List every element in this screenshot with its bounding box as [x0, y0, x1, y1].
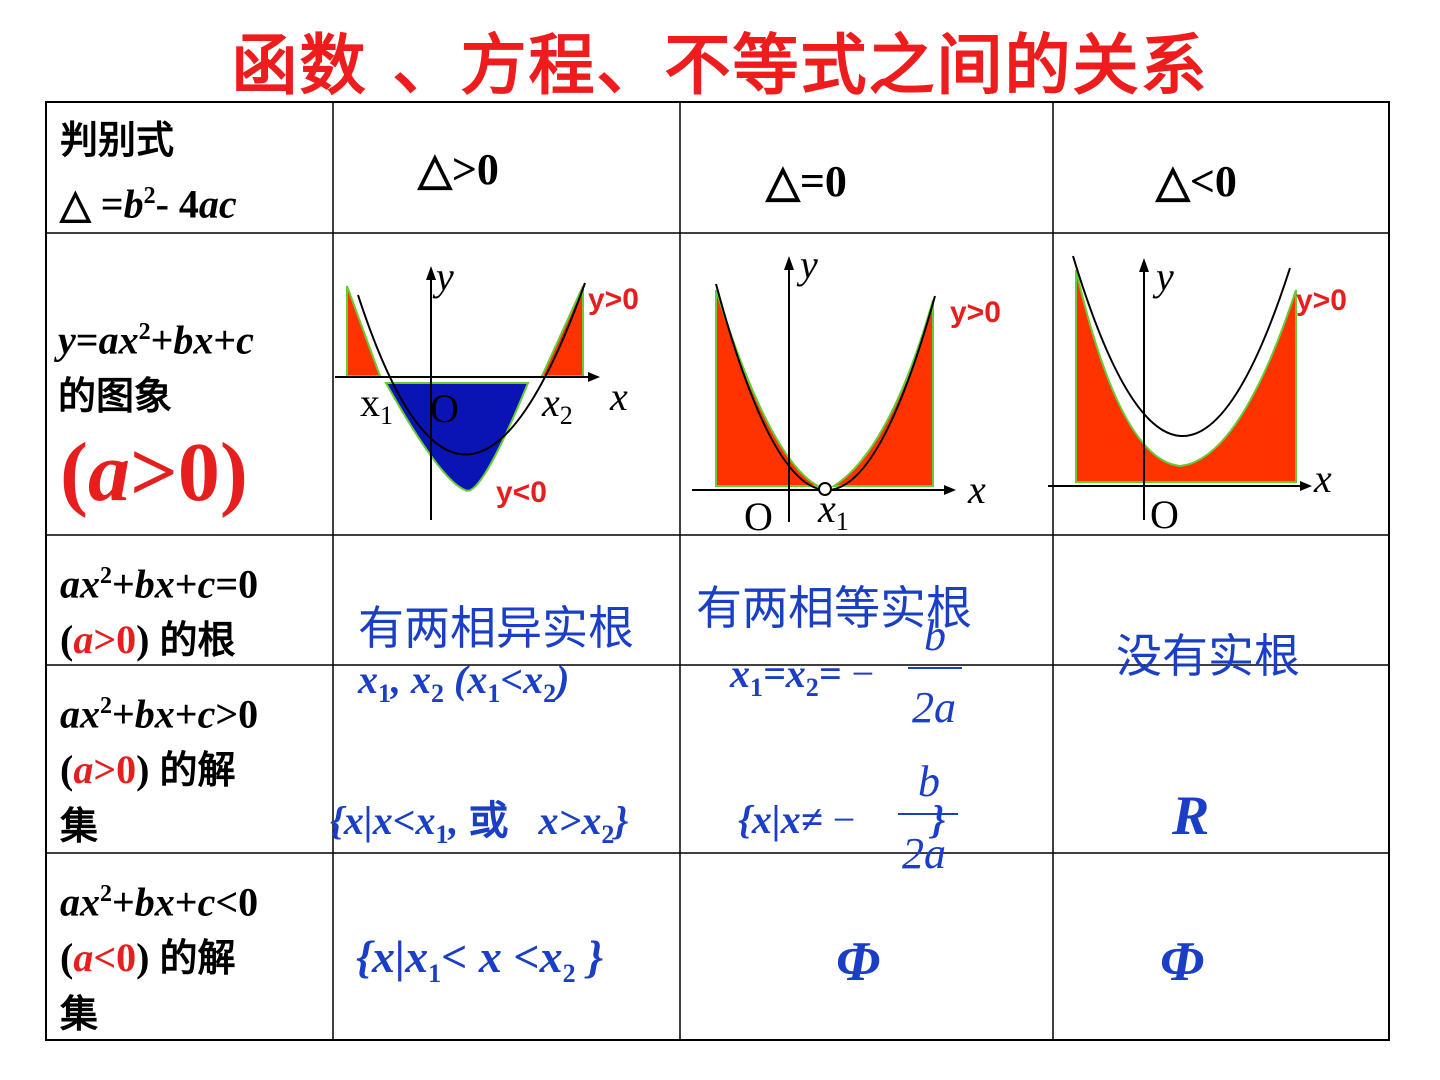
- fraction-solution: b 2a: [898, 757, 958, 878]
- g2-x1: x1: [817, 486, 849, 536]
- col-header-positive: △>0: [418, 145, 499, 194]
- g3-x-label: x: [1313, 456, 1332, 501]
- g2-origin: O: [744, 494, 773, 539]
- svg-text:2a: 2a: [902, 829, 946, 878]
- g2-y-label: y: [796, 242, 818, 287]
- roots-two-equal: 有两相等实根: [696, 581, 972, 635]
- fraction-roots: b 2a: [908, 611, 962, 732]
- slide-title: 函数 、方程、不等式之间的关系: [231, 27, 1209, 104]
- discriminant-label: 判别式 △ =b2- 4ac: [60, 118, 237, 227]
- g1-y-negative: y<0: [496, 476, 547, 509]
- lt-solution-two-roots: {x|x1< x <x2 }: [356, 931, 604, 989]
- gt-solution-two-roots: {x|x<x1, 或 x>x2}: [330, 798, 629, 849]
- graph-row-label: y=ax2+bx+c 的图象: [58, 317, 254, 419]
- g1-x2: x2: [541, 380, 573, 430]
- lt-solution-empty-1: Φ: [836, 931, 881, 993]
- svg-text:2a: 2a: [912, 683, 956, 732]
- g1-origin: O: [430, 386, 459, 431]
- g1-y-positive: y>0: [588, 283, 639, 316]
- col-header-negative: △<0: [1156, 157, 1237, 206]
- col-header-zero: △=0: [766, 157, 847, 206]
- lt-solution-empty-2: Φ: [1160, 931, 1205, 993]
- gt-solution-double-root: {x|x≠ −}: [738, 797, 946, 842]
- graph-row-condition: (a>0): [60, 426, 248, 519]
- g1-y-label: y: [432, 254, 454, 299]
- roots-two-distinct: 有两相异实根: [358, 601, 634, 655]
- g3-origin: O: [1150, 492, 1179, 537]
- gt-row-label: ax2+bx+c>0 (a>0) 的解 集: [60, 691, 259, 849]
- roots-two-distinct-math: x1, x2 (x1<x2): [358, 657, 570, 708]
- lt-row-label: ax2+bx+c<0 (a<0) 的解 集: [60, 879, 259, 1037]
- gt-solution-all-reals: R: [1172, 785, 1210, 847]
- graph-no-roots: y x O y>0: [1048, 254, 1347, 537]
- roots-row-label: ax2+bx+c=0 (a>0) 的根: [60, 561, 259, 663]
- svg-text:b: b: [918, 757, 940, 806]
- graph-two-roots: y x O x1 x2 y>0 y<0: [335, 254, 639, 520]
- roots-none: 没有实根: [1116, 629, 1300, 683]
- g2-y-positive: y>0: [950, 296, 1001, 329]
- graph-double-root: y x O x1 y>0: [692, 242, 1001, 539]
- g3-y-positive: y>0: [1296, 284, 1347, 317]
- svg-text:b: b: [924, 611, 946, 660]
- g3-y-label: y: [1152, 254, 1174, 299]
- g2-x-label: x: [967, 467, 986, 512]
- g1-x-label: x: [609, 374, 628, 419]
- roots-two-equal-math: x1=x2= −: [730, 651, 875, 702]
